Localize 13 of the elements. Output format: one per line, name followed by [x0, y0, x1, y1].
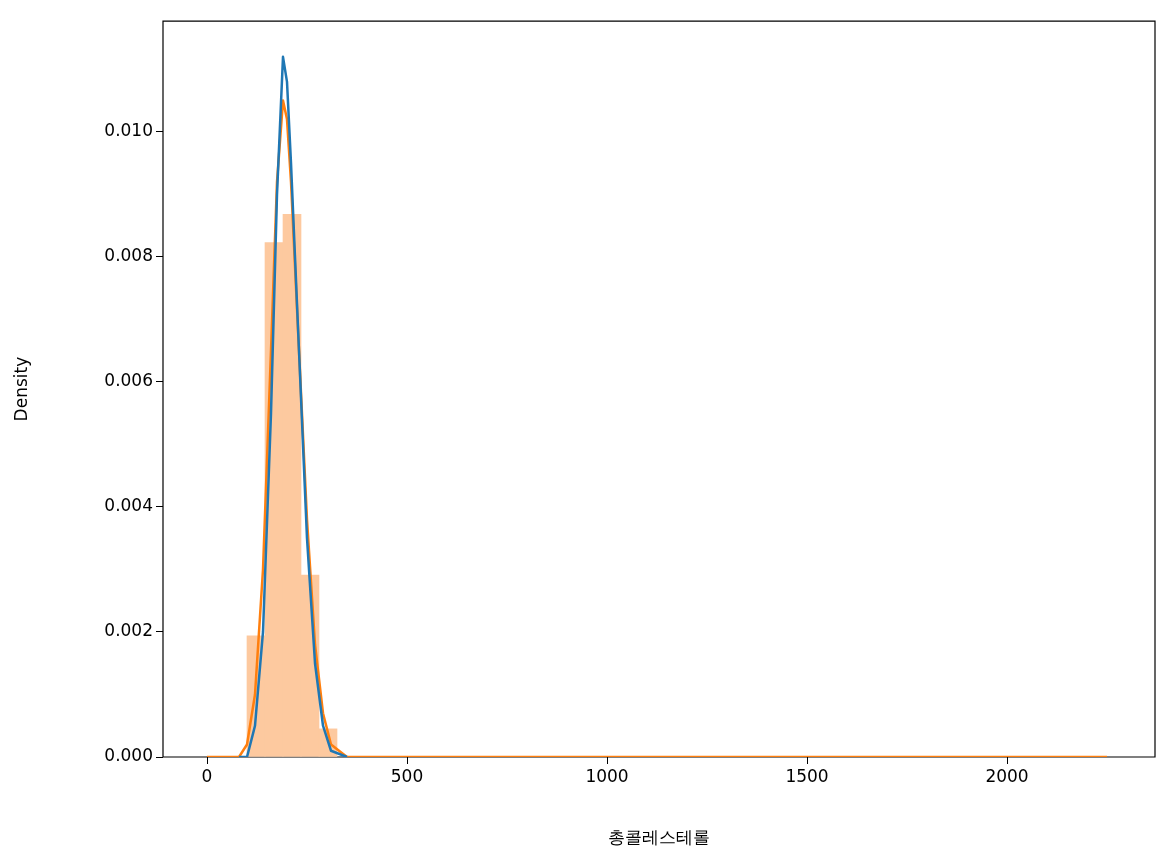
y-tick-label: 0.010: [104, 120, 153, 141]
x-tick-label: 500: [390, 765, 424, 786]
x-axis-title: 총콜레스테롤: [608, 827, 710, 848]
y-axis-title: Density: [10, 356, 31, 422]
x-tick-label: 1000: [585, 765, 629, 786]
x-tick-label: 1500: [785, 765, 829, 786]
x-tick-label: 2000: [985, 765, 1029, 786]
x-tick-label: 0: [201, 765, 213, 786]
y-tick-label: 0.008: [104, 245, 153, 266]
y-tick-label: 0.000: [104, 745, 153, 766]
y-tick-label: 0.004: [104, 495, 153, 516]
y-tick-label: 0.006: [104, 370, 153, 391]
y-tick-label: 0.002: [104, 620, 153, 641]
